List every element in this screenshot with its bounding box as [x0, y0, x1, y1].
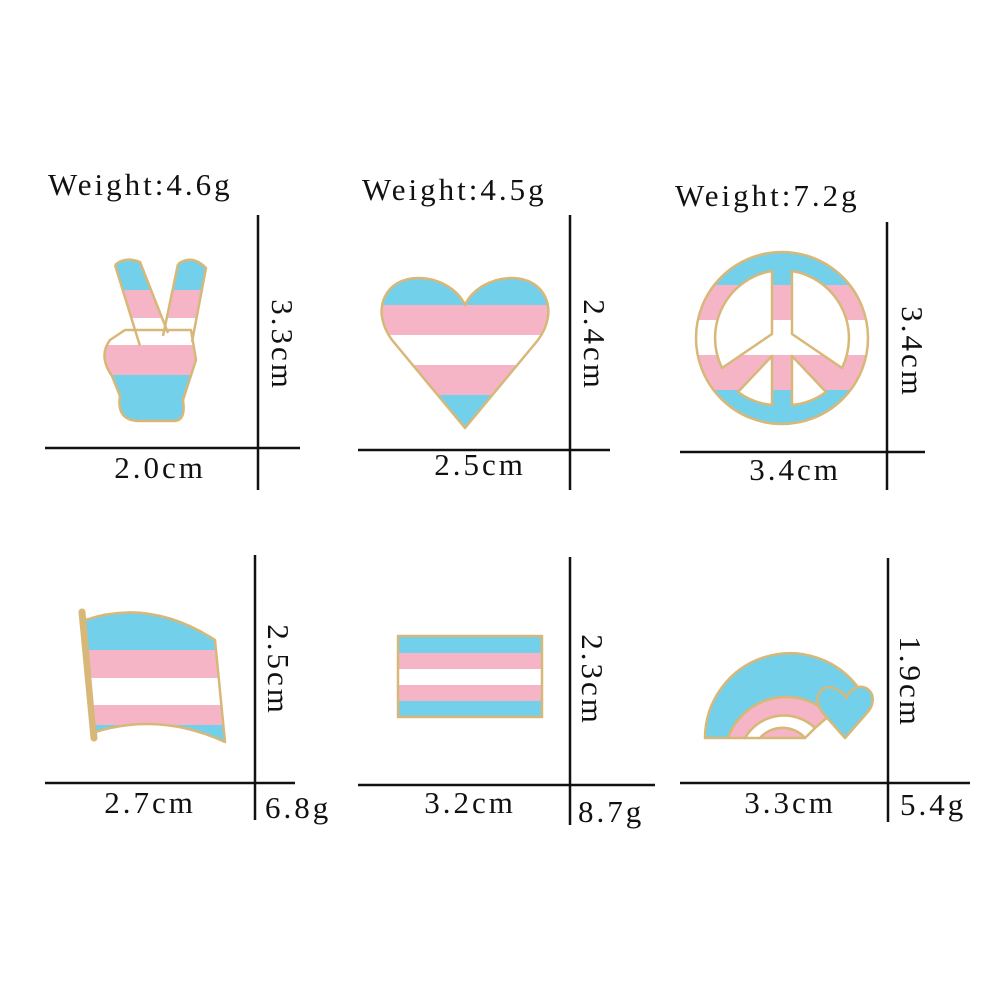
weight-label: 5.4g [900, 787, 966, 822]
rectangle-flag-pin [396, 634, 544, 719]
width-label: 3.4cm [749, 452, 841, 487]
height-label: 2.4cm [577, 299, 612, 391]
width-label: 2.5cm [434, 447, 526, 482]
height-label: 2.3cm [575, 634, 610, 726]
peace-hand-pin [103, 258, 208, 423]
weight-label: 8.7g [578, 794, 644, 829]
weight-label: Weight:4.6g [48, 167, 233, 202]
peace-sign-pin [694, 250, 870, 426]
weight-label: 6.8g [265, 790, 331, 825]
height-label: 2.5cm [261, 624, 296, 716]
width-label: 2.7cm [104, 785, 196, 820]
height-label: 3.3cm [265, 299, 300, 391]
width-label: 2.0cm [114, 450, 206, 485]
weight-label: Weight:7.2g [675, 178, 860, 213]
dimension-lines [45, 215, 970, 825]
labels: Weight:4.6g 2.0cm 3.3cm Weight:4.5g 2.5c… [48, 167, 966, 829]
flag-pin [78, 608, 227, 744]
heart-pin [380, 276, 550, 430]
height-label: 3.4cm [895, 306, 930, 398]
rainbow-pin [703, 651, 874, 740]
width-label: 3.3cm [744, 785, 836, 820]
height-label: 1.9cm [893, 636, 928, 728]
width-label: 3.2cm [424, 785, 516, 820]
weight-label: Weight:4.5g [362, 172, 547, 207]
